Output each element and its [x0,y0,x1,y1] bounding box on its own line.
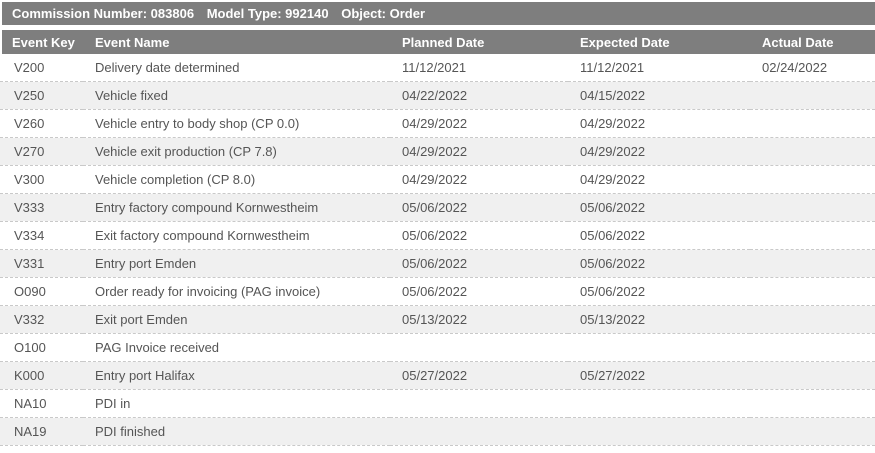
event-name-cell: Vehicle completion (CP 8.0) [95,172,256,187]
expected-date-cell [568,334,750,362]
event-name-cell: Entry port Halifax [95,368,195,383]
actual-date-cell [750,138,875,166]
events-table: Event Key Event Name Planned Date Expect… [0,30,875,446]
event-key-cell: V332 [14,312,45,327]
table-row: V260 Vehicle entry to body shop (CP 0.0)… [0,109,875,138]
planned-date-cell [390,390,568,418]
event-name-cell: PAG Invoice received [95,340,220,355]
expected-date-cell [568,390,750,418]
event-key-cell: NA10 [14,396,47,411]
actual-date-cell [750,82,875,110]
model-type-label: Model Type: 992140 [206,6,329,21]
table-row: K000 Entry port Halifax 05/27/2022 05/27… [0,361,875,390]
table-row: V331 Entry port Emden 05/06/2022 05/06/2… [0,249,875,278]
actual-date-cell [750,306,875,334]
column-header-planned-date: Planned Date [390,30,568,54]
actual-date-cell [750,418,875,446]
table-row: V333 Entry factory compound Kornwestheim… [0,193,875,222]
event-name-cell: Order ready for invoicing (PAG invoice) [95,284,321,299]
table-row: V270 Vehicle exit production (CP 7.8) 04… [0,137,875,166]
planned-date-cell: 04/29/2022 [402,116,468,131]
actual-date-cell: 02/24/2022 [762,60,828,75]
table-row: V200 Delivery date determined 11/12/2021… [0,54,875,82]
actual-date-cell [750,362,875,390]
table-header-row: Event Key Event Name Planned Date Expect… [0,30,875,54]
planned-date-cell: 05/27/2022 [402,368,468,383]
table-row: V332 Exit port Emden 05/13/2022 05/13/20… [0,305,875,334]
event-key-cell: V331 [14,256,45,271]
column-header-actual-date: Actual Date [750,30,875,54]
commission-number-label: Commission Number: 083806 [12,6,195,21]
planned-date-cell: 04/29/2022 [402,144,468,159]
column-header-event-name: Event Name [83,30,390,54]
event-key-cell: V260 [14,116,45,131]
event-name-cell: Entry factory compound Kornwestheim [95,200,319,215]
planned-date-cell: 11/12/2021 [402,60,467,75]
expected-date-cell: 11/12/2021 [580,60,645,75]
table-row: V334 Exit factory compound Kornwestheim … [0,221,875,250]
event-key-cell: V250 [14,88,45,103]
planned-date-cell: 04/22/2022 [402,88,468,103]
expected-date-cell: 05/06/2022 [580,200,646,215]
actual-date-cell [750,334,875,362]
event-key-cell: K000 [14,368,45,383]
event-key-cell: V270 [14,144,45,159]
expected-date-cell: 04/29/2022 [580,144,646,159]
table-row: NA19 PDI finished [0,417,875,446]
event-name-cell: PDI finished [95,424,166,439]
expected-date-cell: 04/29/2022 [580,172,646,187]
event-name-cell: Delivery date determined [95,60,240,75]
table-row: V300 Vehicle completion (CP 8.0) 04/29/2… [0,165,875,194]
actual-date-cell [750,110,875,138]
event-name-cell: Vehicle fixed [95,88,168,103]
actual-date-cell [750,194,875,222]
planned-date-cell: 05/06/2022 [402,228,468,243]
event-key-cell: O090 [14,284,46,299]
event-name-cell: Exit port Emden [95,312,188,327]
table-row: V250 Vehicle fixed 04/22/2022 04/15/2022 [0,81,875,110]
table-row: O100 PAG Invoice received [0,333,875,362]
expected-date-cell: 04/29/2022 [580,116,646,131]
planned-date-cell [390,334,568,362]
planned-date-cell: 05/06/2022 [402,256,468,271]
table-row: NA10 PDI in [0,389,875,418]
expected-date-cell: 05/06/2022 [580,284,646,299]
event-name-cell: Exit factory compound Kornwestheim [95,228,310,243]
object-label: Object: Order [341,6,425,21]
expected-date-cell: 05/06/2022 [580,228,646,243]
column-header-event-key: Event Key [0,30,83,54]
planned-date-cell: 04/29/2022 [402,172,468,187]
event-key-cell: V334 [14,228,45,243]
event-key-cell: V300 [14,172,45,187]
actual-date-cell [750,390,875,418]
events-table-body: V200 Delivery date determined 11/12/2021… [0,54,875,446]
planned-date-cell: 05/06/2022 [402,200,468,215]
event-name-cell: PDI in [95,396,131,411]
event-name-cell: Vehicle exit production (CP 7.8) [95,144,277,159]
commission-info-bar: Commission Number: 083806 Model Type: 99… [0,2,875,25]
actual-date-cell [750,250,875,278]
event-key-cell: NA19 [14,424,47,439]
expected-date-cell: 04/15/2022 [580,88,646,103]
event-name-cell: Vehicle entry to body shop (CP 0.0) [95,116,300,131]
event-key-cell: V333 [14,200,45,215]
event-key-cell: V200 [14,60,45,75]
event-name-cell: Entry port Emden [95,256,197,271]
table-row: O090 Order ready for invoicing (PAG invo… [0,277,875,306]
expected-date-cell [568,418,750,446]
actual-date-cell [750,222,875,250]
actual-date-cell [750,278,875,306]
expected-date-cell: 05/13/2022 [580,312,646,327]
planned-date-cell [390,418,568,446]
planned-date-cell: 05/06/2022 [402,284,468,299]
expected-date-cell: 05/06/2022 [580,256,646,271]
column-header-expected-date: Expected Date [568,30,750,54]
event-key-cell: O100 [14,340,46,355]
actual-date-cell [750,166,875,194]
planned-date-cell: 05/13/2022 [402,312,468,327]
expected-date-cell: 05/27/2022 [580,368,646,383]
